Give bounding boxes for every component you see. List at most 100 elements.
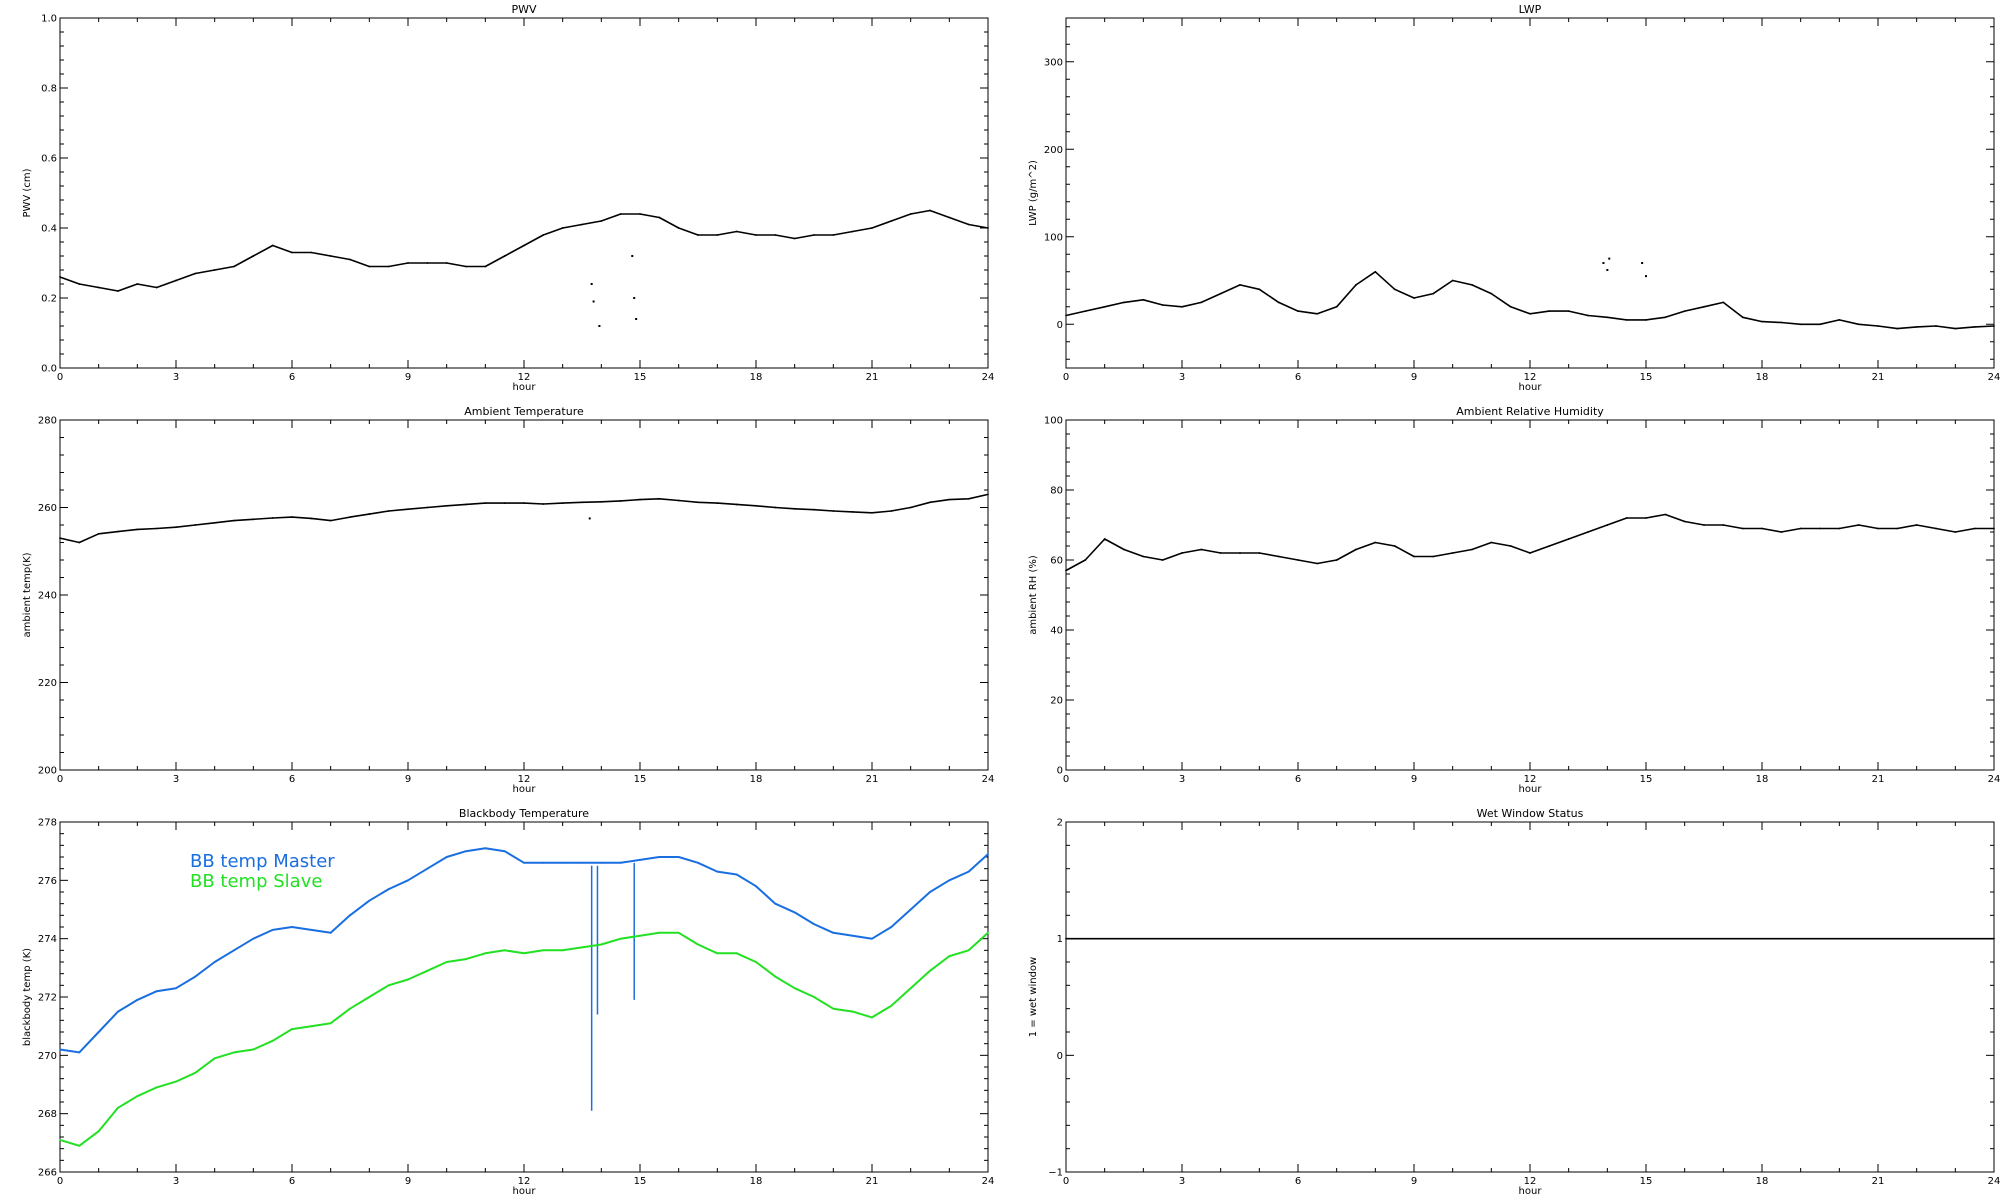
- ambient-rh-point: [1393, 545, 1396, 547]
- blackbody-temp-point: [909, 987, 912, 990]
- lwp-point: [1316, 312, 1319, 315]
- ambient-temp-point: [426, 506, 429, 509]
- pwv-point: [349, 258, 351, 261]
- blackbody-temp-xtick-label: 21: [866, 1176, 879, 1187]
- ambient-temp-point: [523, 502, 525, 505]
- ambient-temp-point: [349, 516, 351, 519]
- lwp-ylabel: LWP (g/m^2): [1028, 160, 1039, 226]
- lwp-point: [1432, 292, 1435, 295]
- ambient-rh-ytick-label: 60: [1050, 556, 1063, 567]
- blackbody-temp-xtick-label: 3: [173, 1176, 179, 1187]
- lwp-xtick-label: 15: [1640, 372, 1653, 383]
- pwv-xtick-label: 0: [57, 372, 63, 383]
- pwv-outlier-point: [590, 283, 593, 285]
- blackbody-temp-point: [813, 923, 815, 925]
- lwp-point: [1761, 320, 1763, 323]
- blackbody-temp-point: [484, 847, 487, 850]
- ambient-rh-point: [1973, 527, 1976, 530]
- wet-window-title: Wet Window Status: [1477, 807, 1584, 820]
- ambient-temp-point: [407, 508, 409, 511]
- ambient-rh-point: [1103, 538, 1106, 540]
- ambient-temp-point: [658, 497, 661, 500]
- pwv-xtick-label: 12: [518, 372, 531, 383]
- lwp-point: [1277, 301, 1280, 304]
- lwp-point: [1857, 323, 1860, 326]
- blackbody-temp-point: [310, 1025, 313, 1028]
- ambient-temp-point: [155, 527, 158, 530]
- blackbody-temp-ytick-label: 276: [38, 876, 57, 887]
- pwv-point: [929, 209, 931, 212]
- ambient-temp-point: [78, 541, 81, 544]
- ambient-rh-point: [1219, 552, 1222, 554]
- lwp-point: [1123, 301, 1125, 304]
- ambient-temp-point: [291, 516, 293, 519]
- ambient-rh-xtick-label: 24: [1988, 774, 2000, 785]
- pwv-point: [619, 213, 622, 215]
- lwp-point: [1703, 305, 1705, 308]
- pwv-point: [890, 220, 893, 222]
- pwv-point: [813, 234, 815, 236]
- wet-window-frame: [1065, 821, 1995, 1173]
- ambient-temp-point: [503, 502, 506, 505]
- lwp-chart: LWP 0 3 6 9 12 15 18 21 24 hour 0 100 200 300 LWP (g/m^…: [1028, 3, 2000, 393]
- wet-window-xtick-label: 24: [1988, 1176, 2000, 1187]
- lwp-point: [1915, 325, 1918, 328]
- lwp-point: [1297, 310, 1299, 313]
- blackbody-temp-point: [967, 949, 970, 952]
- blackbody-temp-ytick-label: 274: [38, 934, 57, 945]
- blackbody-temp-point: [755, 885, 757, 888]
- ambient-temp-point: [97, 532, 100, 535]
- pwv-point: [677, 227, 680, 229]
- lwp-point: [1548, 310, 1551, 313]
- ambient-temp-point: [832, 510, 835, 512]
- ambient-temp-series-0: [59, 493, 989, 544]
- ambient-temp-xtick-label: 12: [518, 774, 531, 785]
- ambient-rh-point: [1780, 531, 1783, 533]
- ambient-rh-point: [1258, 552, 1261, 554]
- blackbody-temp-point: [813, 996, 815, 998]
- ambient-rh-point: [1490, 541, 1493, 544]
- ambient-rh-point: [1915, 524, 1918, 526]
- lwp-ytick-label: 100: [1044, 232, 1063, 243]
- blackbody-temp-point: [987, 931, 989, 934]
- blackbody-temp-point: [465, 958, 467, 960]
- ambient-rh-point: [1432, 555, 1435, 558]
- pwv-point: [987, 227, 989, 229]
- pwv-point: [793, 237, 796, 240]
- blackbody-temp-point: [271, 929, 274, 931]
- pwv-xtick-label: 21: [866, 372, 879, 383]
- wet-window-point: [1993, 937, 1995, 940]
- lwp-point: [1780, 321, 1783, 324]
- ambient-rh-point: [1799, 527, 1802, 530]
- ambient-temp-xtick-label: 24: [982, 774, 995, 785]
- blackbody-temp-point: [851, 934, 854, 937]
- wet-window-point: [1065, 937, 1067, 940]
- ambient-rh-point: [1722, 524, 1725, 526]
- blackbody-temp-point: [465, 850, 467, 853]
- blackbody-temp-ylabel: blackbody temp (K): [22, 948, 33, 1046]
- lwp-xtick-label: 21: [1872, 372, 1885, 383]
- ambient-temp-ytick-label: 240: [38, 591, 57, 602]
- ambient-temp-point: [716, 502, 719, 505]
- blackbody-temp-point: [542, 861, 545, 864]
- blackbody-temp-point: [271, 1039, 274, 1042]
- blackbody-temp-point: [407, 978, 409, 981]
- ambient-rh-xtick-label: 18: [1756, 774, 1769, 785]
- ambient-rh-frame: [1065, 419, 1995, 771]
- lwp-point: [1587, 314, 1589, 317]
- ambient-rh-xtick-label: 0: [1063, 774, 1069, 785]
- lwp-point: [1451, 279, 1454, 282]
- blackbody-temp-point: [851, 1010, 854, 1013]
- lwp-outlier-point: [1606, 269, 1609, 271]
- lwp-point: [1142, 298, 1145, 301]
- ambient-rh-point: [1993, 527, 1995, 530]
- blackbody-temp-title: Blackbody Temperature: [459, 807, 589, 820]
- pwv-point: [851, 230, 854, 233]
- ambient-temp-point: [793, 507, 796, 510]
- blackbody-temp-point: [117, 1106, 119, 1109]
- pwv-point: [716, 234, 719, 236]
- pwv-point: [155, 286, 158, 289]
- blackbody-temp-point: [523, 861, 525, 864]
- pwv-point: [542, 234, 545, 236]
